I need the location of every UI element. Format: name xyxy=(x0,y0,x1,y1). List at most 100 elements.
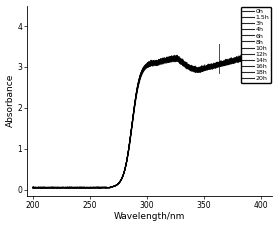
0h xyxy=(93,186,96,189)
1.5h xyxy=(31,186,34,189)
8h xyxy=(212,66,215,69)
20h xyxy=(212,64,215,66)
20h xyxy=(140,70,143,72)
12h xyxy=(271,49,274,52)
6h xyxy=(192,69,195,72)
0h xyxy=(140,73,143,76)
Line: 20h: 20h xyxy=(33,48,272,188)
20h xyxy=(93,186,96,189)
3h xyxy=(212,65,215,68)
8h xyxy=(271,49,274,52)
10h xyxy=(192,69,195,71)
0h xyxy=(74,186,77,189)
1.5h xyxy=(192,69,195,72)
6h xyxy=(93,186,96,189)
3h xyxy=(93,186,96,189)
Line: 16h: 16h xyxy=(33,48,272,188)
20h xyxy=(73,186,77,189)
10h xyxy=(31,186,34,189)
0h xyxy=(270,51,274,53)
Line: 12h: 12h xyxy=(33,48,272,188)
0h xyxy=(192,69,195,72)
20h xyxy=(31,186,34,189)
3h xyxy=(192,67,195,70)
14h xyxy=(79,187,83,190)
Line: 14h: 14h xyxy=(33,48,272,188)
0h xyxy=(271,51,274,54)
14h xyxy=(31,187,34,189)
8h xyxy=(173,58,176,60)
14h xyxy=(93,186,96,189)
1.5h xyxy=(269,50,272,53)
3h xyxy=(269,49,272,52)
16h xyxy=(212,63,215,66)
Line: 4h: 4h xyxy=(33,50,272,188)
6h xyxy=(31,187,34,189)
0h xyxy=(42,187,45,189)
1.5h xyxy=(93,186,96,189)
16h xyxy=(93,186,96,189)
20h xyxy=(270,47,273,49)
10h xyxy=(140,72,143,74)
16h xyxy=(173,56,176,59)
20h xyxy=(271,47,274,49)
10h xyxy=(100,187,103,190)
12h xyxy=(140,71,143,74)
10h xyxy=(212,63,215,66)
12h xyxy=(31,186,34,189)
18h xyxy=(270,46,273,49)
Line: 10h: 10h xyxy=(33,50,272,188)
4h xyxy=(93,187,96,189)
18h xyxy=(140,70,143,73)
12h xyxy=(269,47,272,49)
4h xyxy=(47,187,50,190)
16h xyxy=(74,186,77,189)
18h xyxy=(96,187,99,190)
1.5h xyxy=(74,186,77,189)
16h xyxy=(192,66,195,68)
3h xyxy=(140,72,143,75)
16h xyxy=(72,187,75,190)
16h xyxy=(271,48,274,51)
16h xyxy=(270,47,273,49)
4h xyxy=(74,186,77,189)
3h xyxy=(271,50,274,53)
Line: 0h: 0h xyxy=(33,52,272,188)
6h xyxy=(82,187,85,190)
0h xyxy=(31,186,34,189)
12h xyxy=(192,67,195,69)
4h xyxy=(140,73,143,75)
10h xyxy=(173,57,176,60)
4h xyxy=(31,186,34,189)
12h xyxy=(79,187,83,190)
4h xyxy=(173,59,176,61)
10h xyxy=(270,48,274,51)
20h xyxy=(104,187,107,190)
1.5h xyxy=(39,187,43,190)
1.5h xyxy=(271,50,274,53)
1.5h xyxy=(212,66,215,68)
Line: 18h: 18h xyxy=(33,47,272,188)
6h xyxy=(173,59,176,61)
8h xyxy=(140,72,143,74)
14h xyxy=(269,47,272,49)
3h xyxy=(31,186,34,189)
1.5h xyxy=(173,60,176,62)
14h xyxy=(212,63,215,66)
Line: 1.5h: 1.5h xyxy=(33,51,272,188)
6h xyxy=(212,65,215,67)
12h xyxy=(173,58,176,61)
8h xyxy=(268,48,271,51)
18h xyxy=(93,186,96,189)
3h xyxy=(56,187,60,190)
Line: 3h: 3h xyxy=(33,50,272,188)
3h xyxy=(74,186,77,189)
4h xyxy=(192,69,195,72)
20h xyxy=(173,56,176,58)
10h xyxy=(73,187,77,189)
3h xyxy=(173,58,176,61)
8h xyxy=(93,186,96,189)
8h xyxy=(31,186,34,189)
0h xyxy=(212,67,215,69)
10h xyxy=(93,186,96,189)
